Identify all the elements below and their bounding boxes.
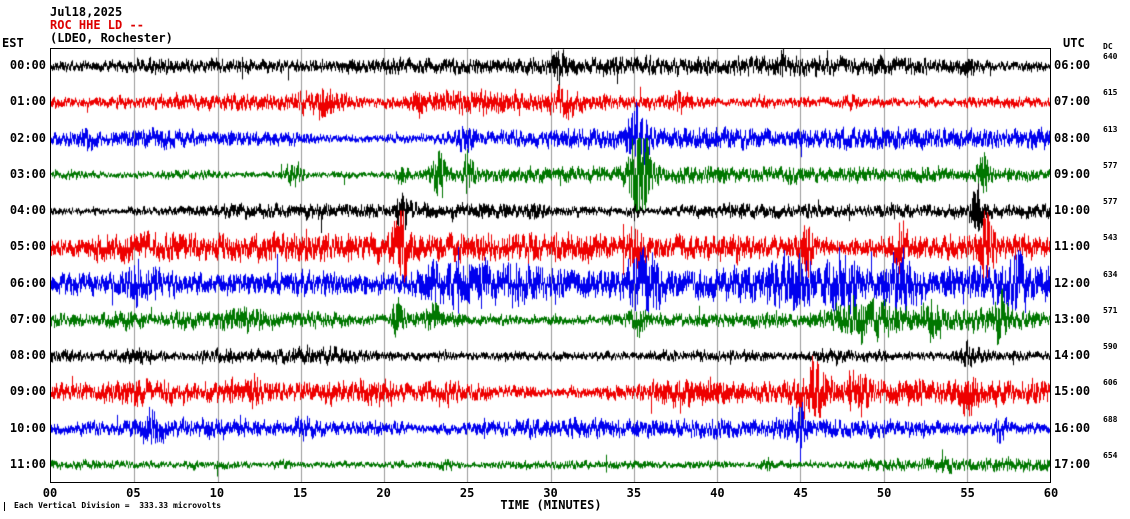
- dc-axis-label: DC: [1103, 42, 1113, 51]
- dc-value: 640: [1103, 52, 1118, 62]
- dc-value: 688: [1103, 414, 1118, 424]
- dc-value: 577: [1103, 160, 1118, 170]
- x-axis-title: TIME (MINUTES): [500, 498, 602, 512]
- est-time-label: 05:00: [9, 239, 46, 254]
- est-time-label: 00:00: [9, 58, 46, 73]
- est-time-label: 01:00: [9, 94, 46, 109]
- est-time-label: 07:00: [9, 311, 46, 326]
- x-tick-label: 55: [960, 486, 975, 500]
- utc-time-label: 16:00: [1054, 420, 1091, 435]
- dc-value: 634: [1103, 269, 1118, 279]
- x-tick-label: 05: [126, 486, 141, 500]
- x-tick-label: 60: [1043, 486, 1059, 500]
- dc-value: 571: [1103, 305, 1118, 315]
- x-tick-label: 10: [209, 486, 225, 500]
- station-text: ROC HHE LD --: [50, 18, 144, 32]
- est-time-label: 08:00: [9, 348, 46, 363]
- est-time-label: 04:00: [9, 203, 46, 218]
- utc-time-label: 17:00: [1054, 456, 1091, 471]
- x-tick-label: 25: [459, 486, 475, 500]
- utc-time-label: 10:00: [1054, 203, 1091, 218]
- dc-value: 606: [1103, 378, 1118, 388]
- utc-time-label: 14:00: [1054, 348, 1091, 363]
- scale-note: Each Vertical Division = 333.33 microvol…: [14, 501, 222, 510]
- utc-time-label: 07:00: [1054, 94, 1091, 109]
- x-tick-label: 30: [543, 486, 558, 500]
- dc-value: 577: [1103, 197, 1118, 207]
- x-tick-label: 00: [42, 486, 58, 500]
- est-time-label: 10:00: [9, 420, 46, 435]
- dc-value: 615: [1103, 88, 1118, 98]
- seismogram-plot: [50, 48, 1051, 483]
- utc-time-label: 13:00: [1054, 311, 1091, 326]
- utc-time-label: 11:00: [1054, 239, 1091, 254]
- utc-time-label: 15:00: [1054, 384, 1091, 399]
- est-time-label: 11:00: [9, 456, 46, 471]
- x-tick-label: 20: [376, 486, 391, 500]
- utc-time-label: 06:00: [1054, 58, 1091, 73]
- utc-time-label: 09:00: [1054, 166, 1091, 181]
- network-text: (LDEO, Rochester): [50, 31, 173, 45]
- x-tick-label: 15: [293, 486, 308, 500]
- est-axis-label: EST: [2, 36, 24, 50]
- est-time-label: 09:00: [9, 384, 46, 399]
- utc-axis-label: UTC: [1063, 36, 1085, 50]
- x-tick-label: 40: [710, 486, 725, 500]
- est-time-label: 06:00: [9, 275, 46, 290]
- dc-value: 543: [1103, 233, 1118, 243]
- utc-time-label: 08:00: [1054, 130, 1091, 145]
- x-tick-label: 45: [793, 486, 808, 500]
- est-time-label: 03:00: [9, 166, 46, 181]
- scale-marker-icon: [4, 502, 5, 511]
- seismogram-canvas: [51, 49, 1050, 482]
- dc-value: 654: [1103, 450, 1118, 460]
- x-tick-label: 35: [626, 486, 642, 500]
- dc-value: 613: [1103, 124, 1118, 134]
- date-text: Jul18,2025: [50, 5, 123, 19]
- utc-time-label: 12:00: [1054, 275, 1091, 290]
- est-time-label: 02:00: [9, 130, 46, 145]
- dc-value: 590: [1103, 342, 1118, 352]
- x-tick-label: 50: [876, 486, 892, 500]
